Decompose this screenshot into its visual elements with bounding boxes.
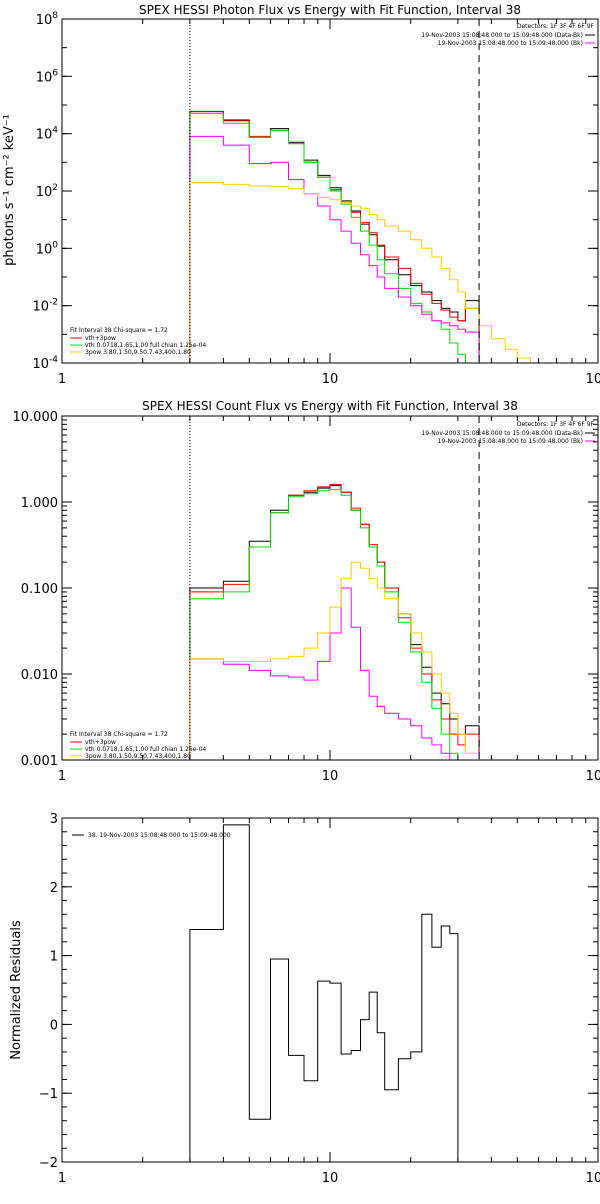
photon-legend-entry: vth+3pow <box>85 335 116 342</box>
residuals-y-tick-label: −1 <box>39 1087 58 1102</box>
count-series-1 <box>190 484 479 760</box>
count-x-tick-label: 10 <box>322 769 339 784</box>
count-legend-entry: Fit Interval 38 Chi-square = 1.72 <box>70 731 168 738</box>
count-plot-frame <box>62 416 598 760</box>
photon-y-tick-label: 10-4 <box>32 355 58 372</box>
residuals-tick-group: 1 10 100 −2 −1 0 1 2 3 <box>39 812 600 1186</box>
count-series-group <box>190 484 479 760</box>
residuals-legend-entry: 38. 19-Nov-2003 15:08:48.000 to 15:09:48… <box>88 832 231 839</box>
photon-legend: Fit Interval 38 Chi-square = 1.72 vth+3p… <box>70 327 206 356</box>
photon-y-tick-label: 104 <box>36 126 59 143</box>
photon-legend-entry: Fit Interval 38 Chi-square = 1.72 <box>70 327 168 334</box>
residuals-y-tick-label: −2 <box>39 1156 58 1171</box>
photon-header-detectors: Detectors: 1F 3F 4F 6F 9F <box>517 23 595 30</box>
count-legend-entry: vth+3pow <box>85 739 116 746</box>
count-x-tick-label: 100 <box>586 769 600 784</box>
photon-y-tick-label: 102 <box>36 183 58 200</box>
photon-series-1 <box>190 112 479 363</box>
photon-chart-title: SPEX HESSI Photon Flux vs Energy with Fi… <box>139 3 521 17</box>
count-header-data-line: 19-Nov-2003 15:08:48.000 to 15:09:48.000… <box>421 430 583 437</box>
count-y-tick-label: 0.100 <box>21 582 58 597</box>
photon-header-bk-line: 19-Nov-2003 15:08:48.000 to 15:09:48.000… <box>438 40 583 47</box>
count-series-2 <box>190 489 479 760</box>
count-y-tick-label: 1.000 <box>21 496 58 511</box>
count-header-detectors: Detectors: 1F 3F 4F 6F 9F <box>517 421 595 428</box>
photon-x-tick-label: 1 <box>58 372 66 387</box>
count-header-bk-line: 19-Nov-2003 15:08:48.000 to 15:09:48.000… <box>438 438 583 445</box>
count-chart-title: SPEX HESSI Count Flux vs Energy with Fit… <box>142 399 518 413</box>
residuals-y-axis-label: Normalized Residuals <box>9 920 24 1060</box>
photon-legend-entry: 3pow 3.80,1.50,9.50,7.43,400,1.80 <box>85 349 191 356</box>
photon-y-tick-label: 108 <box>36 11 59 28</box>
photon-header-text: Detectors: 1F 3F 4F 6F 9F 19-Nov-2003 15… <box>421 23 594 47</box>
photon-x-tick-label: 100 <box>586 372 600 387</box>
photon-series-4 <box>190 182 544 363</box>
residuals-y-tick-label: 0 <box>50 1018 58 1033</box>
residuals-series-group <box>190 825 458 1162</box>
photon-flux-panel: SPEX HESSI Photon Flux vs Energy with Fi… <box>2 3 600 387</box>
residuals-y-tick-label: 1 <box>50 950 58 965</box>
residuals-x-tick-label: 100 <box>586 1171 600 1186</box>
photon-y-tick-label: 100 <box>36 240 59 257</box>
residuals-series-0 <box>190 825 458 1162</box>
residuals-panel: Normalized Residuals 1 10 100 −2 −1 0 1 2 3 38. … <box>9 812 600 1186</box>
count-y-tick-label: 0.010 <box>21 668 58 683</box>
photon-series-2 <box>190 114 479 363</box>
count-y-tick-label: 10.000 <box>13 410 59 425</box>
count-x-tick-label: 1 <box>58 769 66 784</box>
residuals-plot-frame <box>62 818 598 1162</box>
count-legend: Fit Interval 38 Chi-square = 1.72 vth+3p… <box>70 731 206 760</box>
photon-legend-entry: vth 0.0718,1.65,1.00 full chian 1.25e-04 <box>85 342 206 349</box>
residuals-y-tick-label: 2 <box>50 881 58 896</box>
photon-series-0 <box>190 111 479 363</box>
residuals-y-tick-label: 3 <box>50 812 58 827</box>
photon-x-tick-label: 10 <box>322 372 339 387</box>
residuals-x-tick-label: 1 <box>58 1171 66 1186</box>
count-legend-entry: 3pow 3.80,1.50,9.50,7.43,400,1.80 <box>85 753 191 760</box>
photon-y-tick-label: 106 <box>36 68 59 85</box>
count-series-0 <box>190 486 479 760</box>
photon-series-3 <box>190 136 479 363</box>
count-header-text: Detectors: 1F 3F 4F 6F 9F 19-Nov-2003 15… <box>421 421 594 445</box>
count-tick-group: 1 10 100 0.001 0.010 0.100 1.000 10.000 <box>13 410 600 784</box>
photon-header-data-line: 19-Nov-2003 15:08:48.000 to 15:09:48.000… <box>421 32 583 39</box>
photon-series-group <box>190 111 544 363</box>
residuals-x-tick-label: 10 <box>322 1171 339 1186</box>
count-flux-panel: SPEX HESSI Count Flux vs Energy with Fit… <box>13 399 600 784</box>
photon-y-tick-label: 10-2 <box>32 298 58 315</box>
residuals-legend: 38. 19-Nov-2003 15:08:48.000 to 15:09:48… <box>72 832 231 839</box>
count-legend-entry: vth 0.0718,1.65,1.00 full chian 1.25e-04 <box>85 746 206 753</box>
photon-y-axis-label: photons s⁻¹ cm⁻² keV⁻¹ <box>2 114 17 266</box>
count-y-tick-label: 0.001 <box>21 754 58 769</box>
